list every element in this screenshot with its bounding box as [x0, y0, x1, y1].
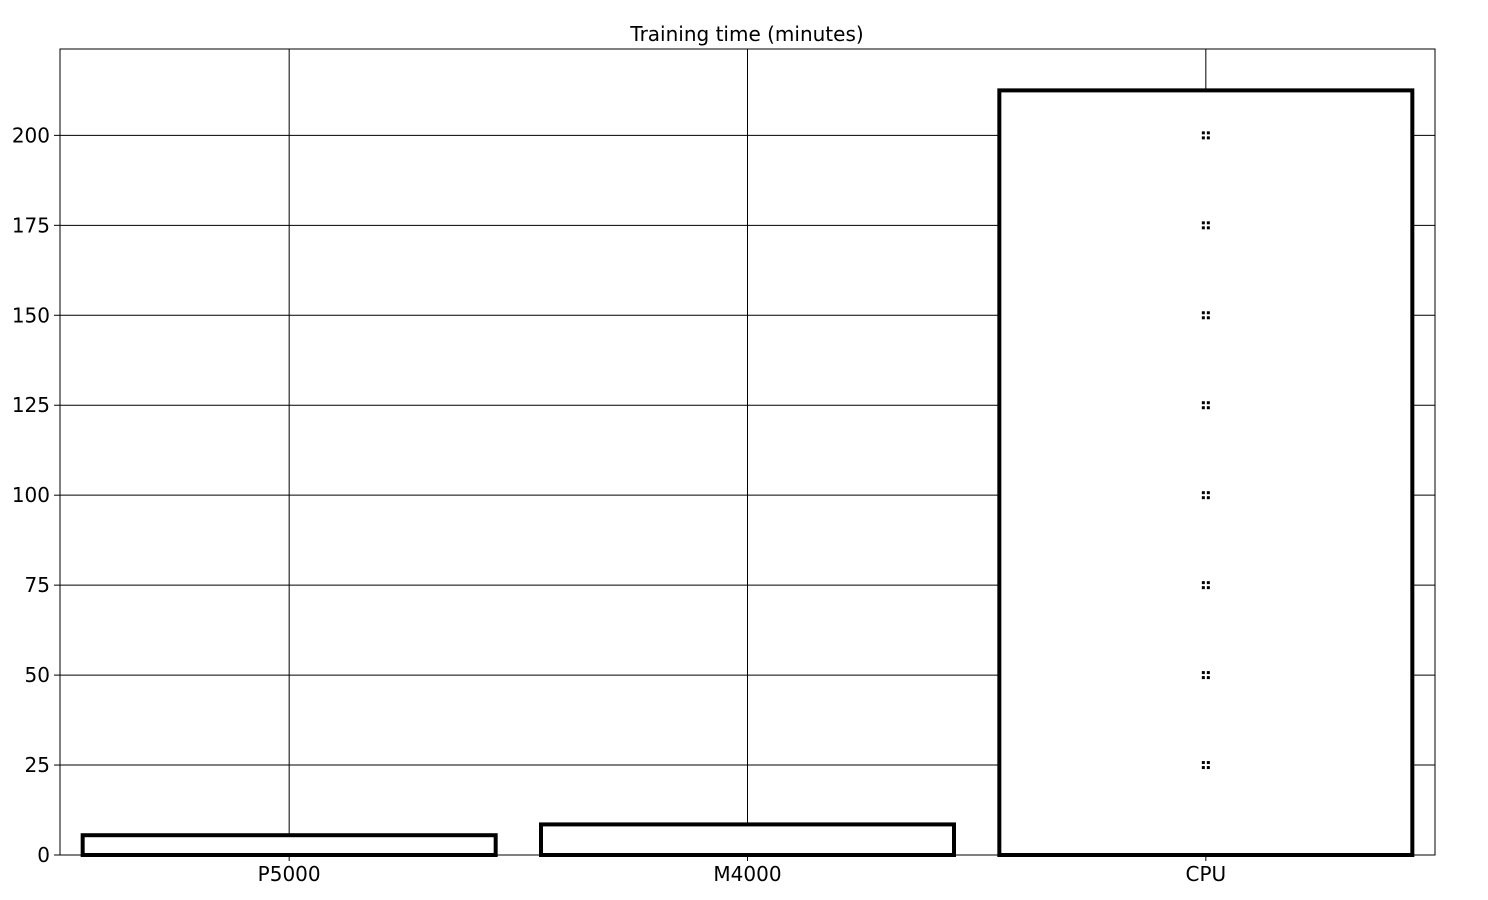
hatch-mark: [1201, 671, 1210, 680]
y-tick-label: 200: [12, 123, 50, 147]
hatch-mark: [1201, 761, 1210, 770]
bar-group: [80, 833, 498, 858]
y-tick-label: 0: [37, 843, 50, 867]
y-tick-label: 175: [12, 213, 50, 237]
bar-m4000: [539, 822, 956, 857]
bar-group: [997, 88, 1415, 858]
y-tick-label: 25: [25, 753, 50, 777]
y-tick-label: 150: [12, 303, 50, 327]
x-tick-label: CPU: [1185, 862, 1226, 886]
y-tick-label: 100: [12, 483, 50, 507]
x-tick-label: P5000: [258, 862, 321, 886]
x-tick-label: M4000: [713, 862, 781, 886]
y-tick-label: 75: [25, 573, 50, 597]
hatch-mark: [1201, 131, 1210, 140]
bar-group: [539, 822, 956, 857]
chart-title: Training time (minutes): [629, 22, 863, 46]
hatch-mark: [1201, 491, 1210, 500]
bar-p5000: [80, 833, 498, 858]
x-axis-ticks: P5000 M4000 CPU: [258, 855, 1226, 886]
hatch-mark: [1201, 311, 1210, 320]
y-tick-label: 125: [12, 393, 50, 417]
bar-cpu: [997, 88, 1415, 858]
hatch-mark: [1201, 581, 1210, 590]
hatch-mark: [1201, 401, 1210, 410]
y-axis-ticks: 0 25 50 75 100 125 150 175 200: [12, 123, 60, 867]
hatch-mark: [1201, 221, 1210, 230]
y-tick-label: 50: [25, 663, 50, 687]
